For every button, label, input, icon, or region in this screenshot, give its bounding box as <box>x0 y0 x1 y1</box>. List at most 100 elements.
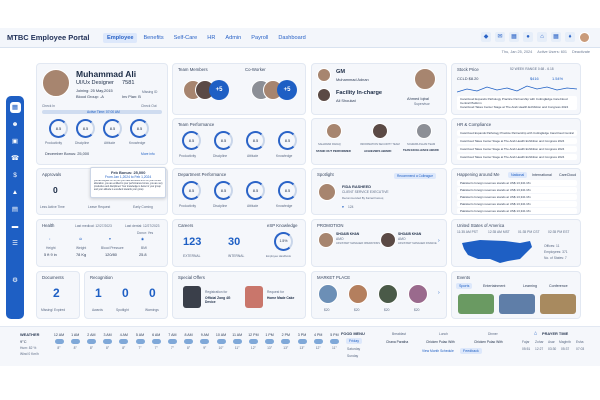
time-pst: 11:35 AM PST <box>457 230 479 234</box>
spotlight-label: Spotlight <box>116 308 129 312</box>
market-item-image[interactable] <box>408 284 428 304</box>
food-day-friday[interactable]: Friday <box>346 338 362 344</box>
chevron-right-icon[interactable]: › <box>438 290 440 296</box>
weather-hour-temp: 12° <box>250 346 256 350</box>
happening-item[interactable]: Pakistan's foreign reserves stands at US… <box>457 201 577 207</box>
nav-benefits[interactable]: Benefits <box>143 34 164 41</box>
documents-value[interactable]: 2 <box>53 286 60 300</box>
market-item-image[interactable] <box>378 284 398 304</box>
user-icon[interactable]: ● <box>523 32 533 42</box>
home-icon[interactable]: ⌂ <box>537 32 547 42</box>
calendar-icon[interactable]: ▤ <box>11 206 19 213</box>
nav-employee[interactable]: Employee <box>103 32 138 43</box>
weather-hour-label: 7 AM <box>168 333 177 337</box>
health-card: Health Last medical: 12/27/2023 Last den… <box>36 219 168 267</box>
chat-icon[interactable]: ✉ <box>495 32 505 42</box>
grid-icon[interactable]: ▦ <box>551 32 561 42</box>
incharge-title: Facility In-charge <box>336 90 383 96</box>
monitor-icon[interactable]: ▣ <box>11 138 19 145</box>
user-icon[interactable]: ☻ <box>11 121 19 128</box>
awards-value[interactable]: 1 <box>95 286 102 300</box>
hr-news-item[interactable]: CareCloud Takes Center Stage at The Arab… <box>457 138 577 144</box>
nav-dashboard[interactable]: Dashboard <box>278 34 306 41</box>
event-image[interactable] <box>540 294 576 314</box>
card-icon[interactable]: ▬ <box>11 223 19 230</box>
bell-icon[interactable]: ♦ <box>565 32 575 42</box>
offer-name[interactable]: Home Made Cake <box>267 296 295 300</box>
event-image[interactable] <box>458 294 494 314</box>
award-caption: ACHIEVERS AWARD <box>364 149 392 153</box>
recommend-colleague-button[interactable]: Recommend a Colleague <box>394 173 436 179</box>
calendar-icon[interactable]: ▦ <box>509 32 519 42</box>
phone-icon[interactable]: ☎ <box>10 155 20 162</box>
nav-payroll[interactable]: Payroll <box>251 34 269 41</box>
market-item-image[interactable] <box>348 284 368 304</box>
dept-discipline-label: Discipline <box>213 204 228 208</box>
settings-icon[interactable]: ⚙ <box>12 277 18 284</box>
weather-hour-label: 4 AM <box>119 333 128 337</box>
app-logo[interactable]: MTBC Employee Portal <box>7 33 90 42</box>
happening-item[interactable]: Pakistan's foreign reserves stands at US… <box>457 180 577 186</box>
grid-icon[interactable]: ▦ <box>9 102 21 113</box>
hr-news-item[interactable]: CareCloud Expands Pathology Practice Par… <box>457 130 577 136</box>
esop-ring: 1.5% <box>274 232 293 251</box>
tab-international[interactable]: International <box>532 173 552 177</box>
weather-hour-label: 1 AM <box>71 333 80 337</box>
like-icon[interactable]: ♥ <box>342 205 344 209</box>
more-info-link[interactable]: More info <box>141 152 155 156</box>
stock-news-item[interactable]: CareCloud Takes Center Stage at The Arab… <box>457 104 577 110</box>
tab-sports[interactable]: Sports <box>456 283 473 289</box>
view-month-schedule-link[interactable]: View Month Schedule <box>422 349 454 353</box>
tab-conference[interactable]: Conference <box>549 284 568 288</box>
weather-hour-temp: 13° <box>267 346 273 350</box>
us-map[interactable] <box>460 237 534 265</box>
coworker-more[interactable]: +5 <box>277 80 297 100</box>
check-out-label: Check Out <box>141 104 157 108</box>
warnings-value[interactable]: 0 <box>149 286 156 300</box>
careers-internal-value[interactable]: 30 <box>228 236 241 248</box>
badge-icon[interactable]: ◆ <box>481 32 491 42</box>
tab-entertainment[interactable]: Entertainment <box>483 284 506 288</box>
dollar-icon[interactable]: $ <box>13 172 17 179</box>
nav-admin[interactable]: Admin <box>225 34 242 41</box>
chart-icon[interactable]: ▲ <box>11 189 19 196</box>
report-icon[interactable]: ☰ <box>12 240 18 247</box>
hr-news-item[interactable]: CareCloud Takes Center Stage at The Arab… <box>457 146 577 152</box>
hr-news-item[interactable]: CareCloud Takes Center Stage at The Arab… <box>457 154 577 160</box>
event-image[interactable] <box>499 294 535 314</box>
zong-device-image[interactable] <box>183 286 201 308</box>
spotlight-value[interactable]: 0 <box>122 286 129 300</box>
approvals-early-label[interactable]: Early Coming <box>133 205 153 209</box>
food-day-saturday[interactable]: Saturday <box>347 347 361 351</box>
approvals-leave-label[interactable]: Leave Request <box>88 205 111 209</box>
happening-item[interactable]: Pakistan's foreign reserves stands at US… <box>457 187 577 193</box>
happening-item[interactable]: Pakistan's foreign reserves stands at US… <box>457 194 577 200</box>
profile-joining: Joining: 25 May,2015 <box>76 88 113 93</box>
cake-image[interactable] <box>245 286 263 308</box>
award-name: SAHARIAR RAFAQ <box>318 143 341 146</box>
december-bonus[interactable]: December Bonus: 25,000 <box>45 151 90 156</box>
careers-external-value[interactable]: 123 <box>183 236 202 248</box>
profile-role: UI/Ux Designer <box>76 80 114 86</box>
tab-national[interactable]: National <box>508 172 528 178</box>
team-members-more[interactable]: +5 <box>209 80 229 100</box>
tab-learning[interactable]: Learning <box>523 284 537 288</box>
feedback-button[interactable]: Feedback <box>460 348 482 354</box>
food-day-sunday[interactable]: Sunday <box>347 354 359 358</box>
user-avatar[interactable] <box>579 32 590 43</box>
approvals-less-active-label[interactable]: Less Active Time <box>40 205 65 209</box>
offer-name[interactable]: Official Zong 4G Device <box>205 296 231 304</box>
happening-item[interactable]: Pakistan's foreign reserves stands at US… <box>457 208 577 214</box>
tab-carecloud[interactable]: CareCloud <box>559 173 577 177</box>
cloud-icon <box>86 339 96 344</box>
chevron-right-icon[interactable]: › <box>438 238 440 244</box>
health-title: Health <box>42 223 55 228</box>
nav-hr[interactable]: HR <box>207 34 216 41</box>
market-item-image[interactable] <box>318 284 338 304</box>
approvals-title: Approvals <box>42 172 62 177</box>
approvals-less-active-value: 0 <box>53 185 58 195</box>
meal-breakfast: Breakfast <box>392 332 406 336</box>
nav-self-care[interactable]: Self-Care <box>173 34 198 41</box>
deactivate-link[interactable]: Deactivate <box>572 50 590 54</box>
stock-news-item[interactable]: CareCloud Expands Pathology Practice Par… <box>457 96 577 106</box>
